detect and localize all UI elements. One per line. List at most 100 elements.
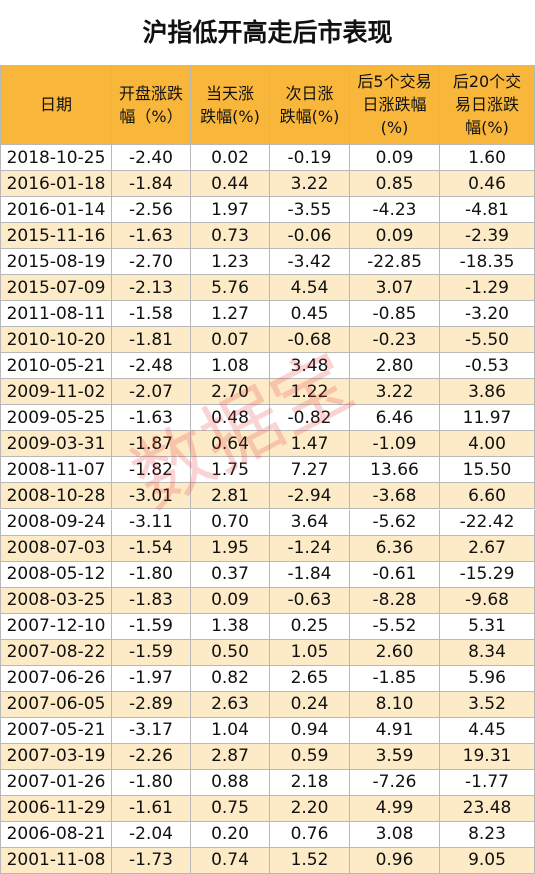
value-cell: 8.34 [440, 639, 535, 666]
value-cell: 0.20 [191, 821, 270, 848]
value-cell: -1.73 [112, 847, 191, 874]
value-cell: 1.97 [191, 197, 270, 224]
date-cell: 2006-11-29 [0, 795, 112, 822]
date-cell: 2007-06-05 [0, 691, 112, 718]
value-cell: 4.91 [350, 717, 440, 744]
value-cell: 1.22 [270, 379, 350, 406]
value-cell: 3.08 [350, 821, 440, 848]
value-cell: 2.65 [270, 665, 350, 692]
value-cell: 0.74 [191, 847, 270, 874]
value-cell: -0.85 [350, 301, 440, 328]
value-cell: 3.64 [270, 509, 350, 536]
value-cell: 2.81 [191, 483, 270, 510]
value-cell: 6.36 [350, 535, 440, 562]
value-cell: -22.42 [440, 509, 535, 536]
value-cell: 15.50 [440, 457, 535, 484]
value-cell: -9.68 [440, 587, 535, 614]
value-cell: -4.81 [440, 197, 535, 224]
value-cell: 1.27 [191, 301, 270, 328]
value-cell: -1.29 [440, 275, 535, 302]
value-cell: 3.22 [350, 379, 440, 406]
value-cell: -8.28 [350, 587, 440, 614]
date-cell: 2009-11-02 [0, 379, 112, 406]
value-cell: 0.24 [270, 691, 350, 718]
value-cell: -18.35 [440, 249, 535, 276]
value-cell: 1.47 [270, 431, 350, 458]
value-cell: 2.87 [191, 743, 270, 770]
value-cell: -3.17 [112, 717, 191, 744]
value-cell: -1.59 [112, 639, 191, 666]
value-cell: -1.80 [112, 769, 191, 796]
date-cell: 2008-03-25 [0, 587, 112, 614]
value-cell: 3.22 [270, 171, 350, 198]
value-cell: 0.07 [191, 327, 270, 354]
value-cell: 2.63 [191, 691, 270, 718]
column-header: 次日涨 跌幅(%) [270, 65, 350, 145]
column-header: 日期 [0, 65, 112, 145]
value-cell: 0.09 [350, 223, 440, 250]
value-cell: 0.64 [191, 431, 270, 458]
value-cell: 1.05 [270, 639, 350, 666]
value-cell: 0.25 [270, 613, 350, 640]
value-cell: 4.99 [350, 795, 440, 822]
value-cell: -1.81 [112, 327, 191, 354]
value-cell: -2.40 [112, 145, 191, 172]
value-cell: 0.48 [191, 405, 270, 432]
value-cell: -2.04 [112, 821, 191, 848]
value-cell: -7.26 [350, 769, 440, 796]
value-cell: 9.05 [440, 847, 535, 874]
date-cell: 2006-08-21 [0, 821, 112, 848]
value-cell: -2.07 [112, 379, 191, 406]
value-cell: 0.44 [191, 171, 270, 198]
date-cell: 2009-05-25 [0, 405, 112, 432]
value-cell: -1.84 [270, 561, 350, 588]
value-cell: 6.60 [440, 483, 535, 510]
date-cell: 2015-08-19 [0, 249, 112, 276]
value-cell: 6.46 [350, 405, 440, 432]
value-cell: -2.39 [440, 223, 535, 250]
value-cell: 11.97 [440, 405, 535, 432]
value-cell: -1.77 [440, 769, 535, 796]
value-cell: 13.66 [350, 457, 440, 484]
date-cell: 2008-05-12 [0, 561, 112, 588]
value-cell: -2.56 [112, 197, 191, 224]
title: 沪指低开高走后市表现 [142, 18, 393, 47]
value-cell: 0.88 [191, 769, 270, 796]
value-cell: -5.52 [350, 613, 440, 640]
value-cell: -1.83 [112, 587, 191, 614]
value-cell: 0.94 [270, 717, 350, 744]
value-cell: -1.63 [112, 223, 191, 250]
value-cell: -15.29 [440, 561, 535, 588]
value-cell: -0.23 [350, 327, 440, 354]
date-cell: 2015-07-09 [0, 275, 112, 302]
value-cell: 4.00 [440, 431, 535, 458]
value-cell: 0.09 [350, 145, 440, 172]
value-cell: -0.61 [350, 561, 440, 588]
value-cell: 3.86 [440, 379, 535, 406]
value-cell: -3.20 [440, 301, 535, 328]
date-cell: 2007-12-10 [0, 613, 112, 640]
date-cell: 2008-10-28 [0, 483, 112, 510]
date-cell: 2008-09-24 [0, 509, 112, 536]
value-cell: 5.31 [440, 613, 535, 640]
value-cell: 1.95 [191, 535, 270, 562]
value-cell: 3.59 [350, 743, 440, 770]
value-cell: 2.70 [191, 379, 270, 406]
value-cell: -2.26 [112, 743, 191, 770]
value-cell: -2.89 [112, 691, 191, 718]
value-cell: -0.19 [270, 145, 350, 172]
date-cell: 2018-10-25 [0, 145, 112, 172]
value-cell: -1.59 [112, 613, 191, 640]
value-cell: 0.59 [270, 743, 350, 770]
value-cell: 5.76 [191, 275, 270, 302]
value-cell: 0.96 [350, 847, 440, 874]
date-cell: 2008-07-03 [0, 535, 112, 562]
value-cell: 0.85 [350, 171, 440, 198]
value-cell: -2.48 [112, 353, 191, 380]
value-cell: -1.97 [112, 665, 191, 692]
value-cell: -2.70 [112, 249, 191, 276]
date-cell: 2001-11-08 [0, 847, 112, 874]
value-cell: 1.60 [440, 145, 535, 172]
value-cell: 8.23 [440, 821, 535, 848]
value-cell: 3.52 [440, 691, 535, 718]
